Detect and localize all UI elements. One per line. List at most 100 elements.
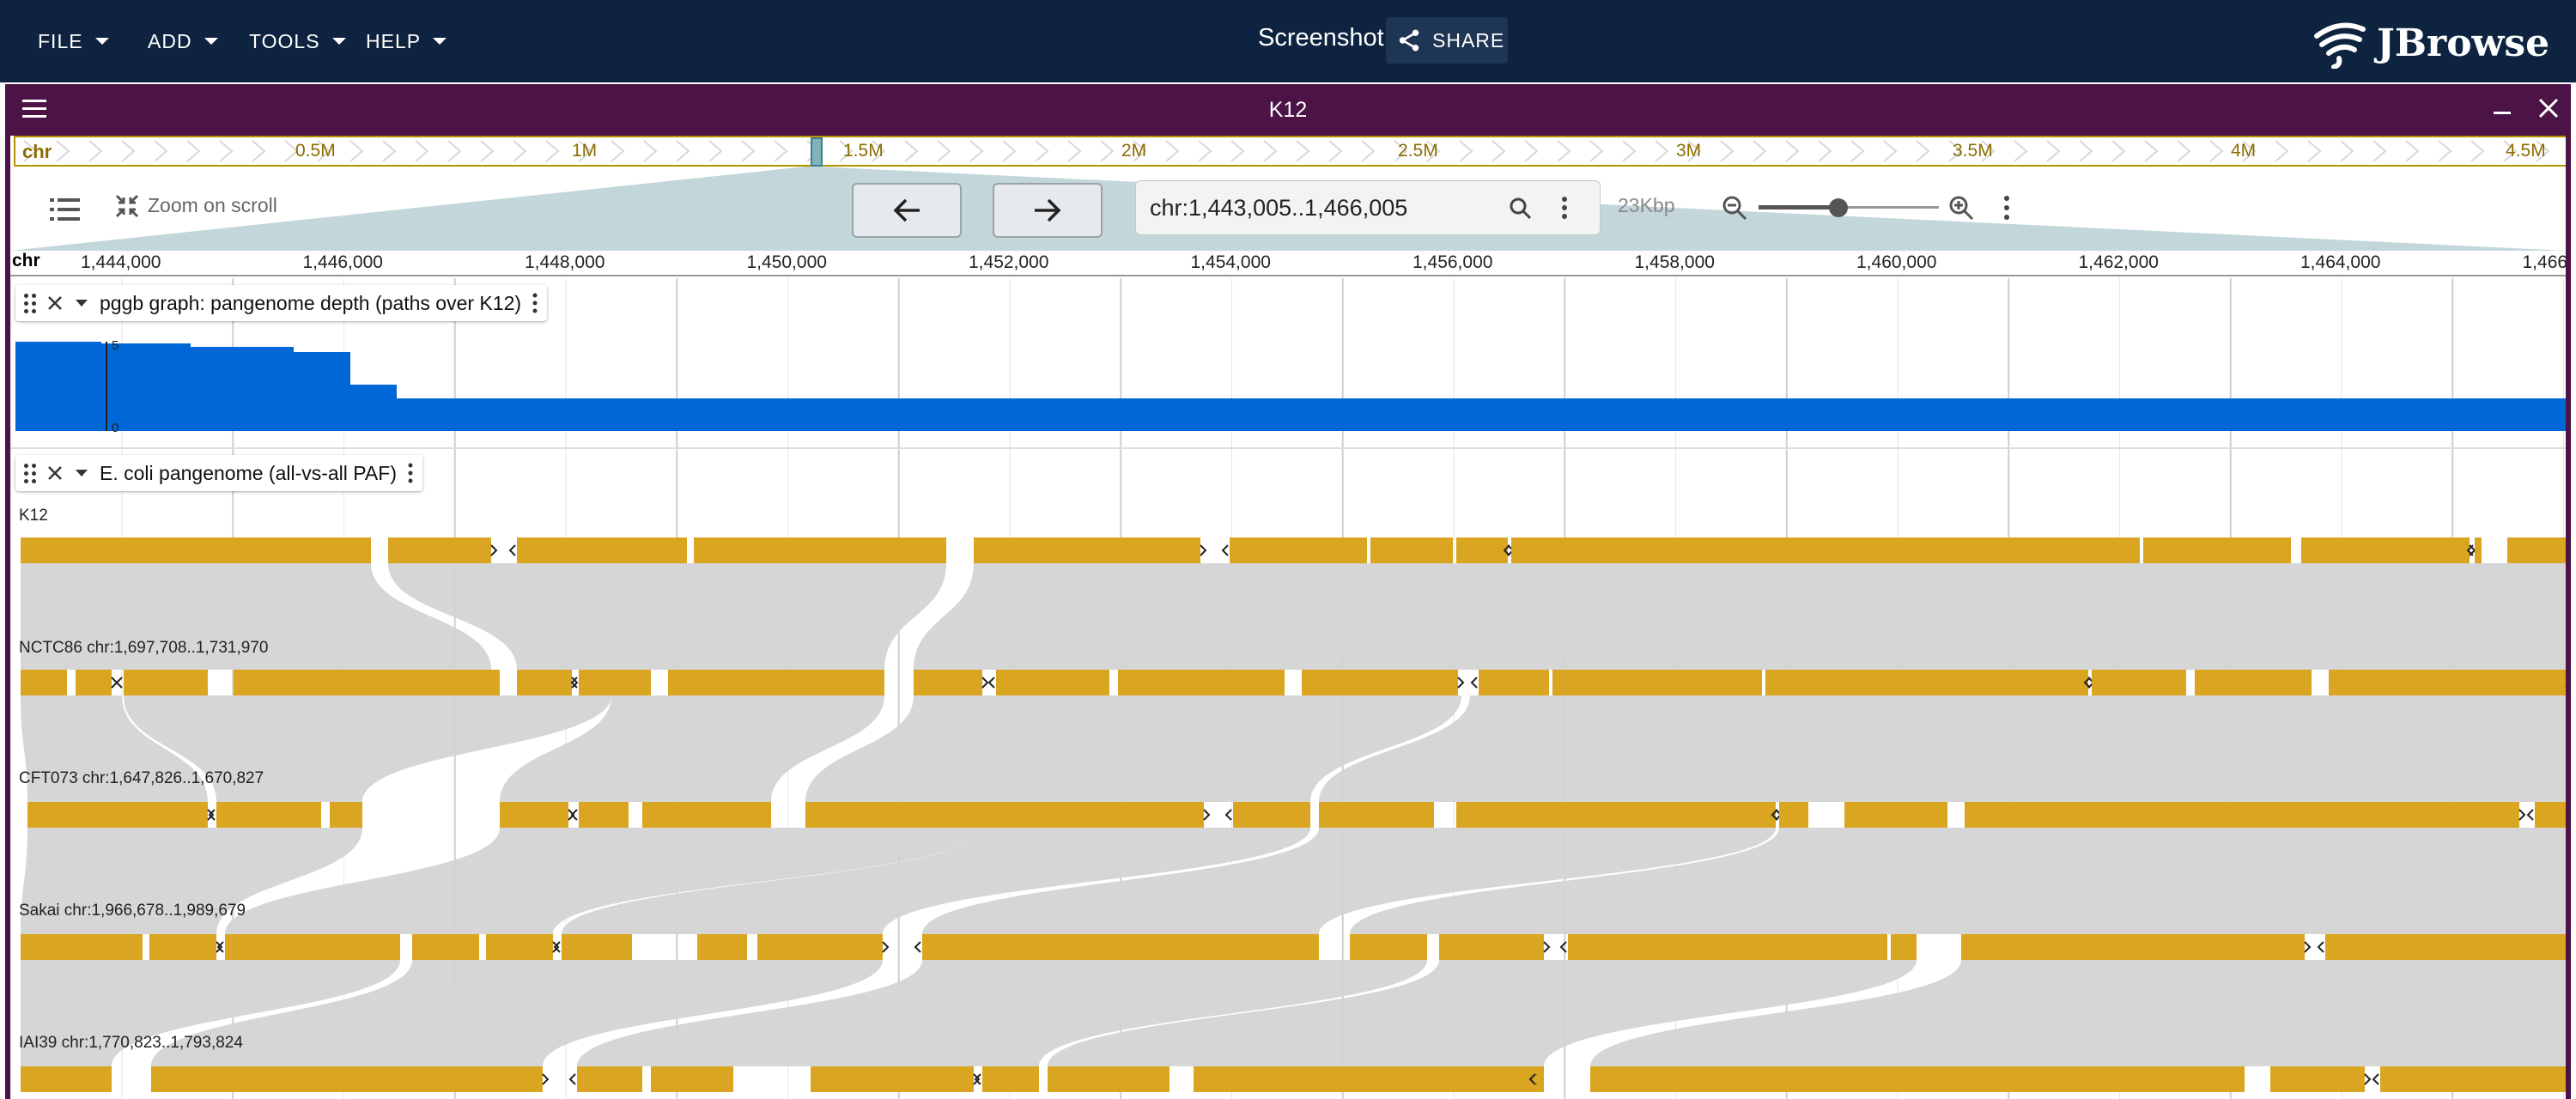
- strand-arrow: [2304, 941, 2312, 953]
- menu-help[interactable]: HELP: [366, 26, 447, 57]
- track-menu-icon[interactable]: [407, 462, 414, 484]
- synteny-feature: [1765, 670, 2088, 695]
- strand-arrow: [542, 1073, 550, 1085]
- close-track-icon[interactable]: [46, 294, 64, 312]
- chevron-down-icon[interactable]: [74, 468, 89, 478]
- strand-arrow: [1559, 941, 1567, 953]
- search-icon[interactable]: [1509, 197, 1533, 221]
- overview-chevron: [578, 140, 592, 162]
- menu-tools[interactable]: TOOLS: [249, 26, 346, 57]
- overview-scalebar[interactable]: chr 0.5M 1M 1.5M 2M 2.5M 3M 3.5M 4M 4.5M: [14, 136, 2566, 167]
- synteny-feature: [1456, 537, 1508, 563]
- view-title[interactable]: K12: [1268, 98, 1308, 122]
- overview-chevron: [1426, 140, 1441, 162]
- synteny-feature: [2195, 670, 2312, 695]
- close-track-icon[interactable]: [46, 464, 64, 482]
- depth-axis-min: 0: [112, 421, 119, 435]
- overview-chevron: [708, 140, 723, 162]
- strand-arrow: [2372, 1073, 2379, 1085]
- chevron-down-icon[interactable]: [74, 298, 89, 308]
- overview-chr-label: chr: [22, 141, 52, 162]
- overview-chevron: [969, 140, 984, 162]
- overview-chevron: [545, 140, 560, 162]
- synteny-feature: [225, 934, 400, 960]
- depth-bar: [397, 398, 2566, 431]
- strand-arrow: [1221, 544, 1229, 556]
- synteny-ribbon: [922, 828, 1776, 934]
- scroll-right-button[interactable]: [993, 183, 1103, 238]
- overview-label: 4M: [2231, 141, 2257, 161]
- synteny-feature: [45, 802, 208, 828]
- jbrowse-logo-text: JBrowse: [2377, 21, 2550, 65]
- zoom-slider[interactable]: [1759, 198, 1939, 217]
- view-menu-icon[interactable]: [22, 100, 46, 123]
- strand-arrow: [987, 677, 995, 689]
- strand-arrow: [1543, 941, 1551, 953]
- bp-per-view-label: 23Kbp: [1618, 194, 1675, 216]
- more-vert-icon[interactable]: [1560, 195, 1569, 221]
- location-search-box[interactable]: chr:1,443,005..1,466,005: [1135, 180, 1601, 235]
- ruler[interactable]: [10, 251, 2566, 276]
- overview-chevron: [382, 140, 397, 162]
- overview-label: 1.5M: [843, 141, 884, 161]
- synteny-feature: [216, 802, 321, 828]
- session-title[interactable]: Screenshot: [1258, 24, 1384, 52]
- synteny-feature: [2535, 802, 2566, 828]
- ruler-tick-label: 1,458,000: [1634, 252, 1715, 272]
- view-menu-more-icon[interactable]: [2002, 194, 2011, 222]
- strand-arrow: [115, 677, 123, 689]
- overview-chevron: [2242, 140, 2257, 162]
- arrow-right-icon: [1035, 198, 1061, 222]
- synteny-feature: [2143, 537, 2291, 563]
- synteny-feature: [2270, 1066, 2365, 1092]
- drag-handle-icon[interactable]: [24, 293, 36, 313]
- overview-chevron: [1687, 140, 1702, 162]
- overview-chevron: [1883, 140, 1898, 162]
- menu-add[interactable]: ADD: [148, 26, 218, 57]
- ruler-tick-label: 1,452,000: [969, 252, 1049, 272]
- strand-arrow: [974, 1073, 981, 1085]
- overview-chevron: [1263, 140, 1278, 162]
- zoom-on-scroll-icon[interactable]: [113, 192, 141, 224]
- synteny-feature: [412, 934, 479, 960]
- overview-chevron: [415, 140, 429, 162]
- track-label-synteny[interactable]: E. coli pangenome (all-vs-all PAF): [15, 455, 422, 491]
- overview-label: 4.5M: [2506, 141, 2546, 161]
- ruler-tick-label: 1,460,000: [1856, 252, 1937, 272]
- overview-chevron: [872, 140, 886, 162]
- track-label-depth[interactable]: pggb graph: pangenome depth (paths over …: [15, 285, 548, 321]
- zoom-in-icon[interactable]: [1947, 194, 1975, 222]
- track-selector-icon[interactable]: [50, 196, 81, 228]
- synteny-feature: [668, 670, 884, 695]
- synteny-feature: [151, 1066, 543, 1092]
- synteny-feature: [577, 1066, 642, 1092]
- zoom-on-scroll-label[interactable]: Zoom on scroll: [148, 194, 277, 216]
- menu-file[interactable]: FILE: [38, 26, 109, 57]
- share-button[interactable]: SHARE: [1386, 17, 1508, 64]
- ruler-tick-label: 1,456,000: [1413, 252, 1493, 272]
- overview-chevron: [676, 140, 690, 162]
- overview-chevron: [741, 140, 756, 162]
- ruler-tick-label: 1,464,000: [2300, 252, 2381, 272]
- synteny-feature: [1537, 1066, 1544, 1092]
- overview-chevron: [1328, 140, 1343, 162]
- close-icon[interactable]: [2537, 96, 2561, 127]
- share-icon: [1399, 29, 1419, 52]
- overview-chevron: [1459, 140, 1473, 162]
- overview-visible-region[interactable]: [811, 137, 823, 167]
- synteny-feature: [1552, 670, 1762, 695]
- chevron-down-icon: [204, 38, 218, 45]
- jbrowse-logo: JBrowse: [2310, 15, 2559, 70]
- track-menu-icon[interactable]: [532, 292, 538, 314]
- zoom-slider-thumb[interactable]: [1829, 198, 1848, 217]
- overview-chevron: [1067, 140, 1082, 162]
- overview-chevron: [349, 140, 364, 162]
- scroll-left-button[interactable]: [852, 183, 962, 238]
- synteny-feature: [922, 934, 1319, 960]
- minimize-icon[interactable]: [2492, 91, 2514, 124]
- zoom-out-icon[interactable]: [1721, 194, 1748, 222]
- synteny-ribbon: [1590, 960, 2566, 1066]
- location-input[interactable]: chr:1,443,005..1,466,005: [1150, 195, 1408, 221]
- depth-bars: [15, 342, 2566, 431]
- drag-handle-icon[interactable]: [24, 463, 36, 483]
